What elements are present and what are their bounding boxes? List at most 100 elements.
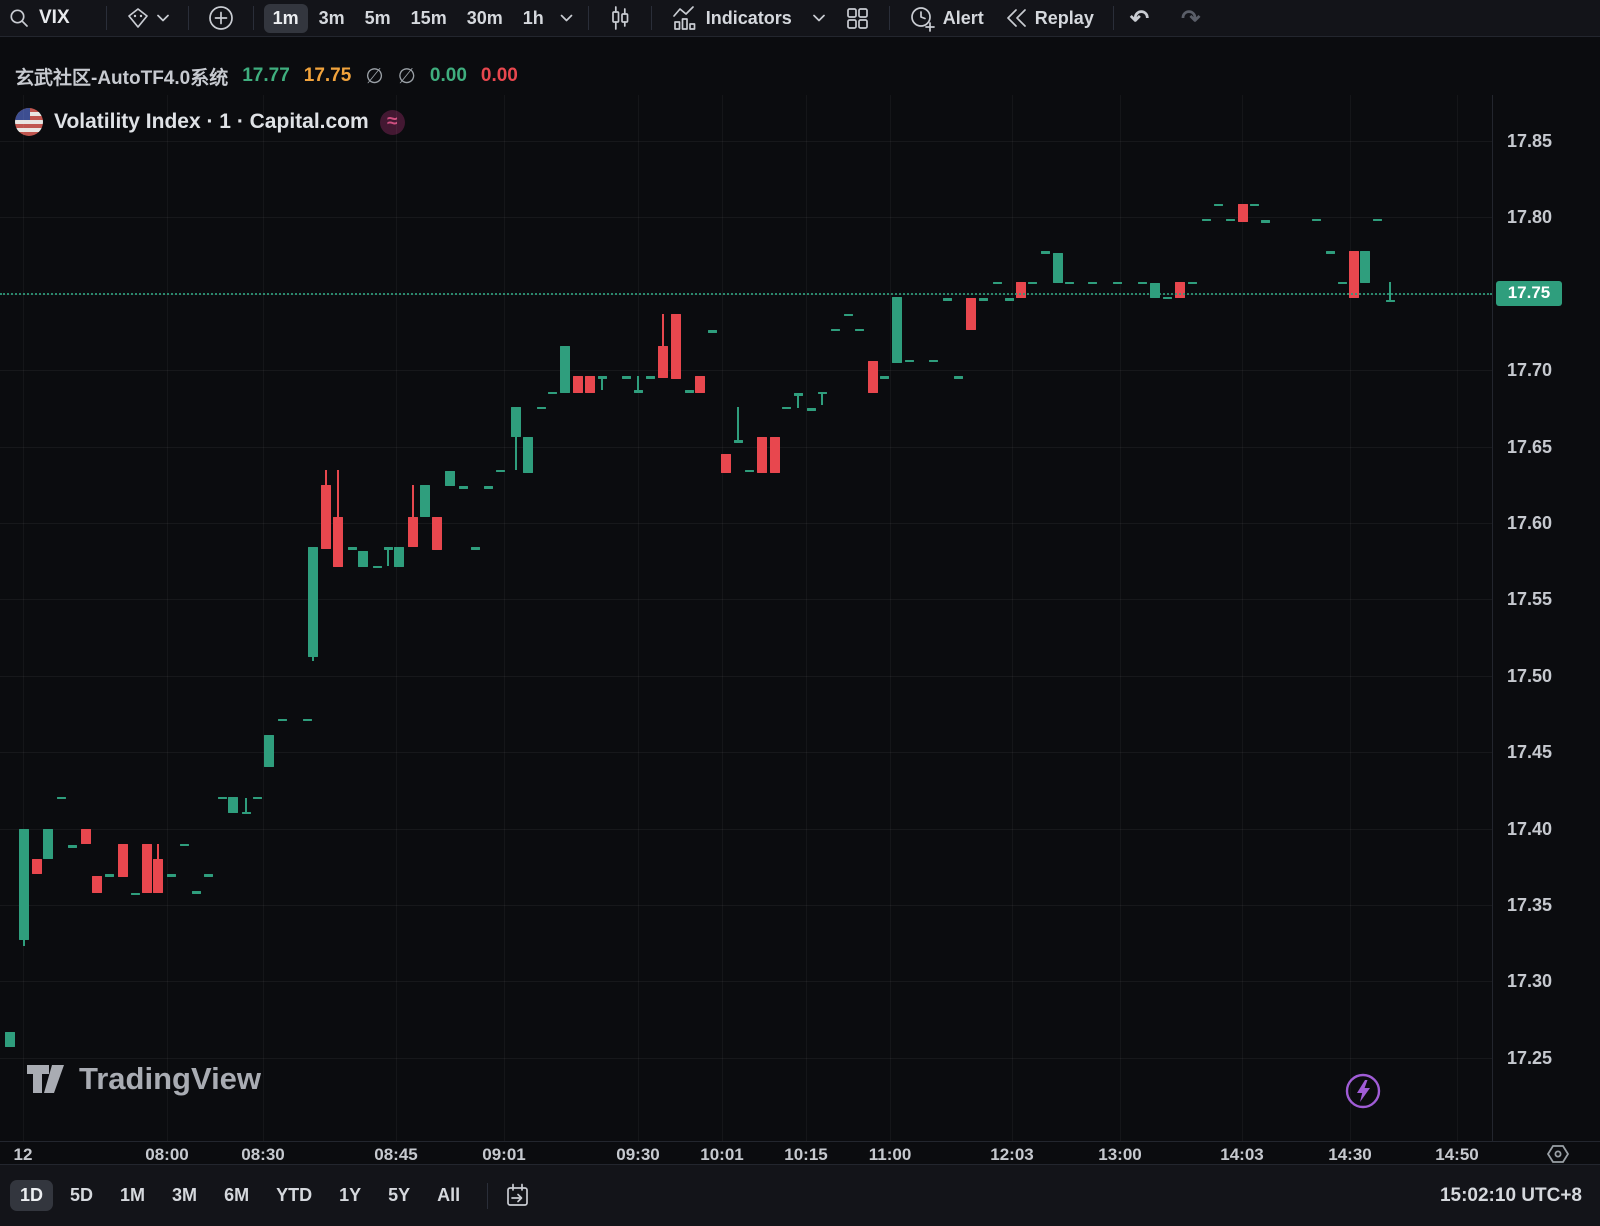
range-1D[interactable]: 1D bbox=[10, 1180, 54, 1211]
candle bbox=[770, 437, 780, 473]
candle bbox=[333, 516, 343, 568]
timeframe-30m[interactable]: 30m bbox=[466, 7, 503, 28]
gridline-vertical bbox=[806, 95, 807, 1141]
replay-label: Replay bbox=[1034, 7, 1094, 28]
candle bbox=[1349, 251, 1359, 299]
boost-button[interactable] bbox=[1344, 1072, 1382, 1115]
gridline-vertical bbox=[1350, 95, 1351, 1141]
candle-wick bbox=[601, 376, 603, 391]
undo-button[interactable]: ↶ bbox=[1124, 5, 1155, 32]
candle bbox=[1087, 281, 1097, 285]
candle bbox=[953, 376, 963, 379]
candle bbox=[458, 486, 468, 489]
candle bbox=[19, 828, 29, 941]
range-All[interactable]: All bbox=[437, 1185, 461, 1205]
timeframe-5m[interactable]: 5m bbox=[364, 7, 391, 28]
range-5Y[interactable]: 5Y bbox=[388, 1185, 411, 1205]
candle-wick bbox=[662, 313, 664, 378]
candle bbox=[721, 454, 731, 473]
gridline-horizontal bbox=[0, 675, 1492, 677]
layout-grid-button[interactable] bbox=[836, 2, 879, 35]
time-axis-label: 10:01 bbox=[700, 1145, 744, 1164]
compare-add-button[interactable] bbox=[199, 1, 243, 35]
strategy-zero-green: 0.00 bbox=[429, 65, 467, 86]
candle bbox=[264, 735, 274, 768]
time-axis[interactable]: 12 08:00 08:30 08:45 09:01 09:30 10:01 10:15 11:… bbox=[0, 1141, 1600, 1164]
replay-rewind-icon bbox=[1004, 7, 1028, 29]
candle bbox=[707, 330, 717, 333]
toolbar-separator bbox=[252, 6, 254, 30]
data-source-icon[interactable] bbox=[1546, 1143, 1570, 1165]
gridline-vertical bbox=[504, 95, 505, 1141]
candle bbox=[671, 313, 681, 380]
candle bbox=[843, 313, 853, 317]
chart-pane[interactable]: Volatility Index · 1 · Capital.com ≈ Tra… bbox=[0, 95, 1492, 1141]
candle bbox=[358, 550, 368, 568]
chart-legend[interactable]: Volatility Index · 1 · Capital.com ≈ bbox=[15, 108, 405, 136]
candle bbox=[892, 296, 902, 363]
candle bbox=[321, 484, 331, 549]
candle bbox=[43, 828, 53, 860]
gridline-vertical bbox=[167, 95, 168, 1141]
delayed-data-badge[interactable]: ≈ bbox=[379, 109, 405, 135]
candle bbox=[1360, 251, 1370, 284]
candle bbox=[445, 471, 455, 487]
range-3M[interactable]: 3M bbox=[172, 1185, 198, 1205]
candle bbox=[1162, 296, 1172, 300]
indicators-icon bbox=[671, 5, 699, 31]
candle bbox=[372, 565, 382, 569]
lightning-bolt-icon bbox=[1344, 1072, 1382, 1110]
candle bbox=[684, 390, 694, 393]
watchlist-flag-button[interactable] bbox=[117, 2, 178, 34]
timeframe-1h[interactable]: 1h bbox=[522, 7, 544, 28]
candle-wick bbox=[245, 798, 247, 812]
range-1Y[interactable]: 1Y bbox=[339, 1185, 362, 1205]
empty-set-icon: ∅ bbox=[365, 64, 384, 88]
session-clock[interactable]: 15:02:10 UTC+8 bbox=[1439, 1184, 1582, 1206]
redo-button[interactable]: ↷ bbox=[1175, 5, 1206, 32]
candle bbox=[830, 328, 840, 332]
goto-date-button[interactable] bbox=[498, 1180, 537, 1211]
timeframe-15m[interactable]: 15m bbox=[410, 7, 447, 28]
candle bbox=[781, 406, 791, 410]
candle bbox=[166, 874, 176, 877]
candle bbox=[1053, 252, 1063, 284]
gridline-horizontal bbox=[0, 752, 1492, 754]
candle bbox=[470, 547, 480, 550]
replay-button[interactable]: Replay bbox=[995, 3, 1103, 33]
gridline-horizontal bbox=[0, 141, 1492, 142]
candle bbox=[92, 875, 102, 893]
range-1M[interactable]: 1M bbox=[120, 1185, 146, 1205]
indicators-button[interactable]: Indicators bbox=[662, 1, 834, 35]
range-6M[interactable]: 6M bbox=[224, 1185, 250, 1205]
time-axis-label: 08:30 bbox=[241, 1145, 285, 1164]
range-YTD[interactable]: YTD bbox=[276, 1185, 313, 1205]
candle bbox=[1137, 281, 1147, 285]
candle bbox=[408, 516, 418, 548]
alert-label: Alert bbox=[942, 7, 984, 28]
price-axis[interactable]: 17.85 17.80 17.70 17.65 17.60 17.55 17.50 17.45… bbox=[1492, 95, 1600, 1141]
candle bbox=[104, 874, 114, 877]
candle bbox=[1175, 281, 1185, 299]
alert-button[interactable]: Alert bbox=[900, 1, 993, 36]
range-5D[interactable]: 5D bbox=[70, 1185, 94, 1205]
candle bbox=[394, 547, 404, 568]
candle-wick bbox=[412, 484, 414, 548]
candle bbox=[1260, 220, 1270, 223]
candle bbox=[1372, 218, 1382, 222]
candle bbox=[658, 345, 668, 378]
candle bbox=[942, 298, 952, 301]
candle bbox=[573, 376, 583, 394]
timeframe-3m[interactable]: 3m bbox=[318, 7, 345, 28]
symbol-search[interactable]: VIX bbox=[8, 7, 96, 29]
tradingview-watermark: TradingView bbox=[25, 1061, 261, 1097]
candle bbox=[252, 796, 262, 799]
gridline-vertical bbox=[263, 95, 264, 1141]
timeframe-1m[interactable]: 1m bbox=[263, 3, 308, 33]
candle bbox=[978, 298, 988, 301]
chart-type-button[interactable] bbox=[599, 1, 641, 35]
timeframe-more-button[interactable] bbox=[555, 10, 578, 26]
strategy-name: 玄武社区-AutoTF4.0系统 bbox=[15, 67, 229, 89]
candle bbox=[511, 406, 521, 438]
gridline-vertical bbox=[722, 95, 723, 1141]
